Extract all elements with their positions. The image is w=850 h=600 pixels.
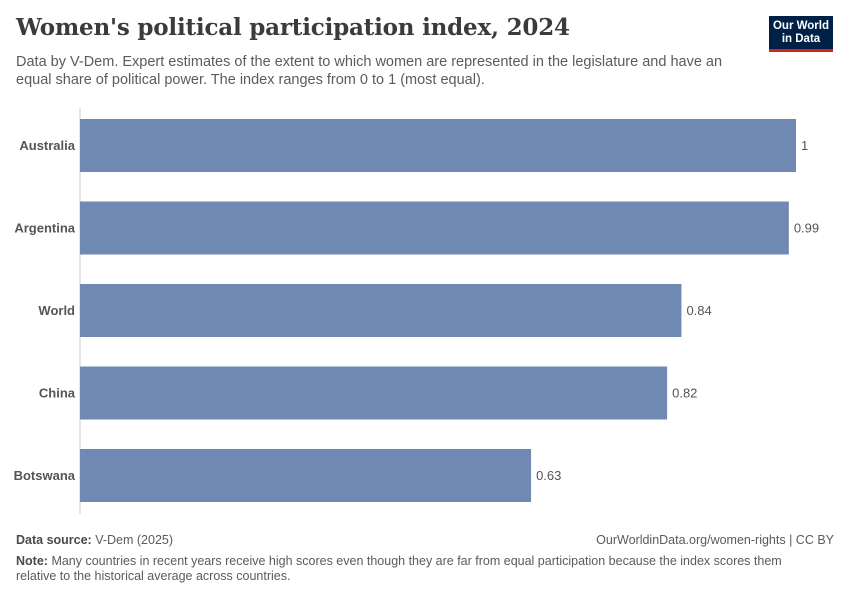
- data-source-label: Data source:: [16, 533, 92, 547]
- bar-china[interactable]: [80, 366, 668, 420]
- bar-botswana[interactable]: [80, 449, 532, 502]
- note-text: Many countries in recent years receive h…: [16, 554, 782, 583]
- logo-line-1: Our World: [772, 19, 829, 32]
- owid-logo[interactable]: Our World in Data: [769, 16, 833, 52]
- value-label: 0.84: [686, 303, 711, 318]
- category-label: Botswana: [14, 468, 76, 483]
- bar-world[interactable]: [80, 284, 682, 337]
- data-source-link[interactable]: V-Dem (2025): [95, 533, 174, 547]
- footer-url[interactable]: OurWorldinData.org/women-rights | CC BY: [596, 533, 834, 547]
- category-label: Australia: [19, 138, 75, 153]
- category-label: Argentina: [14, 221, 75, 236]
- value-label: 1: [801, 138, 808, 153]
- data-source: Data source: V-Dem (2025): [16, 533, 173, 547]
- category-label: World: [38, 303, 75, 318]
- bar-argentina[interactable]: [80, 201, 789, 255]
- chart-subtitle: Data by V-Dem. Expert estimates of the e…: [16, 54, 723, 88]
- logo-line-2: in Data: [781, 32, 821, 45]
- value-label: 0.99: [794, 221, 819, 236]
- bar-australia[interactable]: [80, 119, 796, 172]
- note-label: Note:: [16, 554, 48, 568]
- footer-note: Note: Many countries in recent years rec…: [16, 554, 816, 584]
- value-label: 0.82: [672, 386, 697, 401]
- value-label: 0.63: [536, 468, 561, 483]
- category-label: China: [39, 386, 76, 401]
- chart-title: Women's political participation index, 2…: [16, 14, 570, 41]
